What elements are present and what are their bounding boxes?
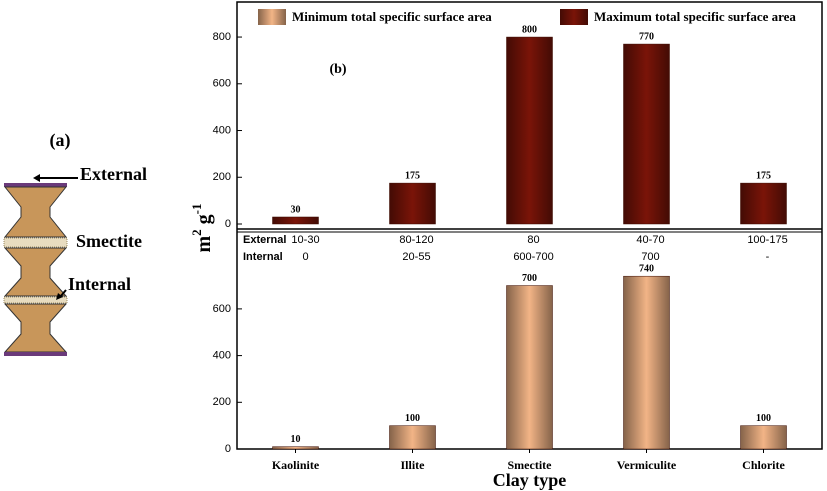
- table-cell: 0: [302, 251, 308, 263]
- y-tick-label: 200: [213, 396, 231, 408]
- x-tick-label: Smectite: [508, 458, 553, 472]
- bar-shading: [389, 182, 436, 225]
- y-tick-label: 0: [225, 443, 231, 455]
- bar-shading: [623, 43, 670, 225]
- legend-label: Maximum total specific surface area: [594, 9, 796, 24]
- table-cell: 40-70: [636, 234, 664, 246]
- y-tick-label: 600: [213, 78, 231, 90]
- table-cell: 700: [641, 251, 659, 263]
- value-label: 175: [405, 170, 420, 181]
- clay-diagram: [3, 174, 78, 356]
- bar-shading: [506, 36, 553, 225]
- bar-shading: [389, 425, 436, 450]
- bar-shading: [623, 275, 670, 450]
- x-tick-label: Illite: [401, 458, 426, 472]
- x-tick-label: Vermiculite: [617, 458, 677, 472]
- table-cell: 100-175: [747, 234, 787, 246]
- diagram-label: Smectite: [76, 231, 142, 251]
- table-cell: 600-700: [513, 251, 553, 263]
- legend-label: Minimum total specific surface area: [292, 9, 492, 24]
- table-row-label: Internal: [243, 251, 283, 263]
- table-cell: 80: [527, 234, 539, 246]
- value-label: 100: [756, 413, 771, 424]
- y-tick-label: 0: [225, 218, 231, 230]
- panel-label: (a): [50, 130, 71, 151]
- diagram-label: Internal: [68, 274, 131, 294]
- y-tick-label: 200: [213, 171, 231, 183]
- value-label: 100: [405, 413, 420, 424]
- x-axis-title: Clay type: [493, 470, 567, 490]
- bar-shading: [272, 446, 319, 450]
- x-tick-label: Kaolinite: [272, 458, 320, 472]
- value-label: 740: [639, 263, 654, 274]
- panel-label: (b): [329, 62, 346, 77]
- diagram-label: External: [80, 164, 147, 184]
- y-axis-title: m2g-1: [189, 203, 215, 252]
- y-tick-label: 800: [213, 31, 231, 43]
- bar-shading: [740, 182, 787, 225]
- value-label: 30: [291, 204, 301, 215]
- table-cell: 20-55: [402, 251, 430, 263]
- value-label: 10: [291, 434, 301, 445]
- table-cell: 80-120: [399, 234, 433, 246]
- bar-shading: [740, 425, 787, 450]
- value-label: 700: [522, 273, 537, 284]
- bar-shading: [506, 285, 553, 450]
- table-cell: -: [766, 251, 770, 263]
- y-tick-label: 600: [213, 303, 231, 315]
- legend-swatch-shading: [560, 9, 588, 25]
- table-cell: 10-30: [291, 234, 319, 246]
- legend-swatch-shading: [258, 9, 286, 25]
- bar-shading: [272, 216, 319, 225]
- table-row-label: External: [243, 234, 286, 246]
- value-label: 175: [756, 170, 771, 181]
- y-tick-label: 400: [213, 124, 231, 136]
- y-tick-label: 400: [213, 350, 231, 362]
- value-label: 800: [522, 24, 537, 35]
- value-label: 770: [639, 31, 654, 42]
- x-tick-label: Chlorite: [742, 458, 785, 472]
